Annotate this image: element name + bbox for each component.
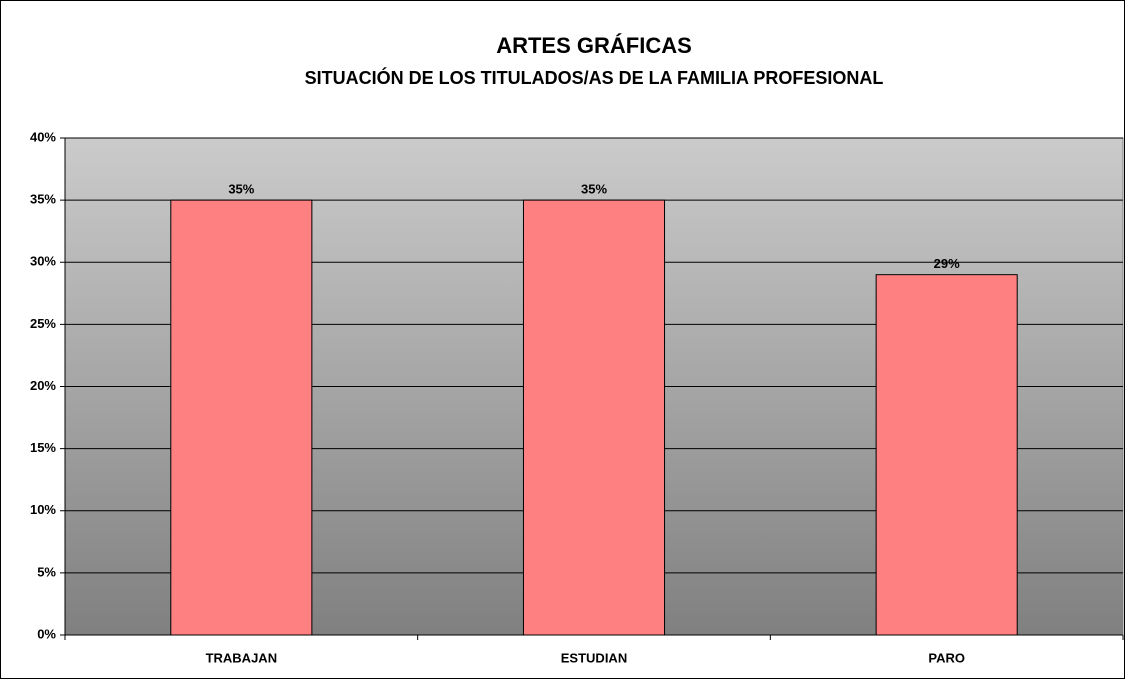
bar	[875, 274, 1018, 636]
x-tick-label: ESTUDIAN	[561, 650, 627, 665]
x-tick-label: TRABAJAN	[206, 650, 278, 665]
y-tick-label: 10%	[30, 502, 56, 517]
x-tick-label: PARO	[928, 650, 965, 665]
y-tick-label: 5%	[37, 564, 56, 579]
y-tick-label: 40%	[30, 129, 56, 144]
data-label: 29%	[934, 256, 960, 271]
y-tick-label: 30%	[30, 254, 56, 269]
bar	[522, 199, 666, 636]
y-tick-label: 35%	[30, 192, 56, 207]
data-label: 35%	[228, 182, 254, 197]
y-tick-label: 20%	[30, 378, 56, 393]
data-label: 35%	[581, 182, 607, 197]
chart-subtitle: SITUACIÓN DE LOS TITULADOS/AS DE LA FAMI…	[305, 67, 884, 88]
bar	[170, 199, 313, 636]
y-tick-label: 0%	[37, 626, 56, 641]
y-tick-label: 25%	[30, 316, 56, 331]
chart-title: ARTES GRÁFICAS	[496, 33, 692, 58]
y-tick-label: 15%	[30, 440, 56, 455]
